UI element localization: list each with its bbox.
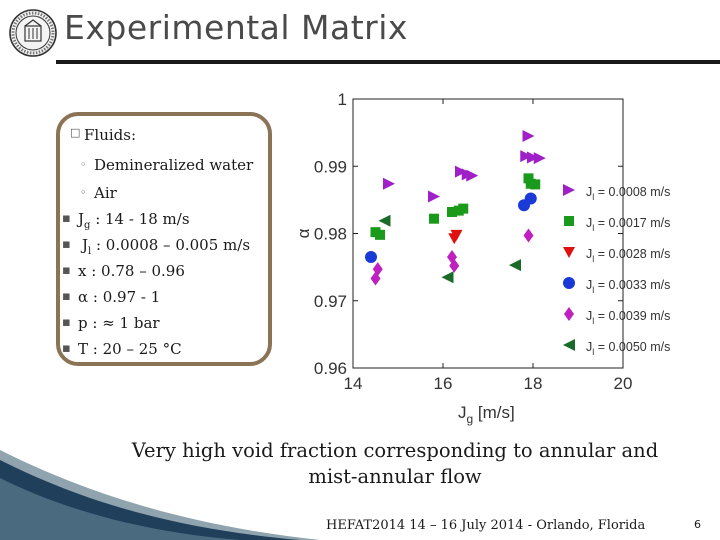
data-point: [523, 173, 534, 184]
legend-marker: [563, 184, 575, 196]
data-point: [509, 259, 521, 272]
data-point: [530, 179, 541, 190]
data-point: [383, 177, 395, 190]
bullet-temperature: ▪ T : 20 – 25 °C: [62, 340, 182, 358]
x-axis-label: Jg [m/s]: [458, 403, 515, 426]
legend-marker: [563, 247, 575, 258]
slide-title: Experimental Matrix: [64, 8, 408, 47]
bullet-jg: ▪ Jg : 14 - 18 m/s: [62, 210, 190, 231]
data-point: [527, 151, 539, 164]
slide-caption: Very high void fraction corresponding to…: [131, 439, 659, 488]
y-tick-label: 1: [338, 90, 347, 109]
legend-marker: [564, 216, 574, 226]
data-point: [372, 262, 383, 277]
square-bullet-icon: ▪: [62, 315, 71, 330]
data-point: [447, 206, 457, 217]
y-tick-label: 0.96: [314, 359, 347, 378]
data-point: [523, 228, 534, 243]
data-point: [428, 190, 440, 203]
legend-entry: Jl = 0.0039 m/s: [586, 309, 670, 326]
legend-entry: Jl = 0.0050 m/s: [586, 340, 670, 357]
data-point: [378, 214, 391, 227]
bullet-quality: ▪ x : 0.78 – 0.96: [62, 262, 185, 280]
y-tick-label: 0.98: [314, 225, 347, 244]
bullet-air: ◦ Air: [80, 184, 117, 202]
conditions-panel: □ Fluids: ◦ Demineralized water ◦ Air ▪ …: [56, 112, 272, 366]
circle-bullet-icon: ◦: [80, 186, 87, 199]
square-bullet-icon: ▪: [62, 211, 71, 226]
data-point: [429, 213, 439, 224]
bullet-fluids: □ Fluids:: [70, 126, 137, 144]
data-point: [455, 165, 467, 178]
university-seal-icon: [9, 9, 57, 57]
data-point: [522, 129, 535, 142]
data-point: [533, 152, 546, 165]
square-bullet-icon: ▪: [62, 263, 71, 278]
circle-bullet-icon: ◦: [80, 158, 87, 171]
square-bullet-icon: ▪: [62, 289, 71, 304]
bullet-pressure: ▪ p : ≈ 1 bar: [62, 314, 160, 332]
square-bullet-icon: ▪: [62, 237, 71, 252]
y-axis-label: α: [294, 228, 313, 238]
title-divider: [56, 60, 720, 64]
void-fraction-scatter-chart: 0.96 0.97 0.98 0.99 1 14 16 18 20 α Jg [m/s] Jl = 0…: [294, 90, 670, 426]
legend-marker: [564, 307, 574, 321]
legend-marker: [563, 339, 575, 351]
legend-entry: Jl = 0.0017 m/s: [586, 216, 670, 233]
data-point: [448, 233, 461, 245]
x-tick-label: 18: [524, 374, 543, 393]
legend-entry: Jl = 0.0008 m/s: [586, 185, 670, 202]
data-point: [441, 271, 454, 284]
data-point: [524, 192, 537, 205]
bullet-water: ◦ Demineralized water: [80, 156, 254, 174]
y-tick-label: 0.97: [314, 292, 347, 311]
plot-frame: [352, 98, 624, 369]
data-point: [365, 251, 377, 264]
page-number: 6: [694, 518, 701, 531]
legend-entry: Jl = 0.0033 m/s: [586, 278, 670, 295]
data-point: [449, 258, 460, 273]
x-tick-label: 16: [434, 374, 453, 393]
slide-footer: HEFAT2014 14 – 16 July 2014 - Orlando, F…: [326, 518, 646, 533]
legend-entry: Jl = 0.0028 m/s: [586, 247, 670, 264]
data-point: [466, 169, 479, 182]
legend-marker: [563, 277, 575, 289]
data-point: [375, 229, 385, 240]
decorative-swoosh: [0, 450, 320, 540]
checkbox-bullet-icon: □: [70, 126, 81, 139]
data-point: [458, 203, 469, 214]
x-tick-label: 14: [344, 374, 363, 393]
square-bullet-icon: ▪: [62, 341, 71, 356]
data-point: [520, 150, 533, 163]
bullet-jl: ▪ Jl : 0.0008 – 0.005 m/s: [62, 236, 251, 257]
y-tick-label: 0.99: [314, 157, 347, 176]
x-tick-label: 20: [614, 374, 633, 393]
bullet-void-fraction: ▪ α : 0.97 - 1: [62, 288, 161, 306]
